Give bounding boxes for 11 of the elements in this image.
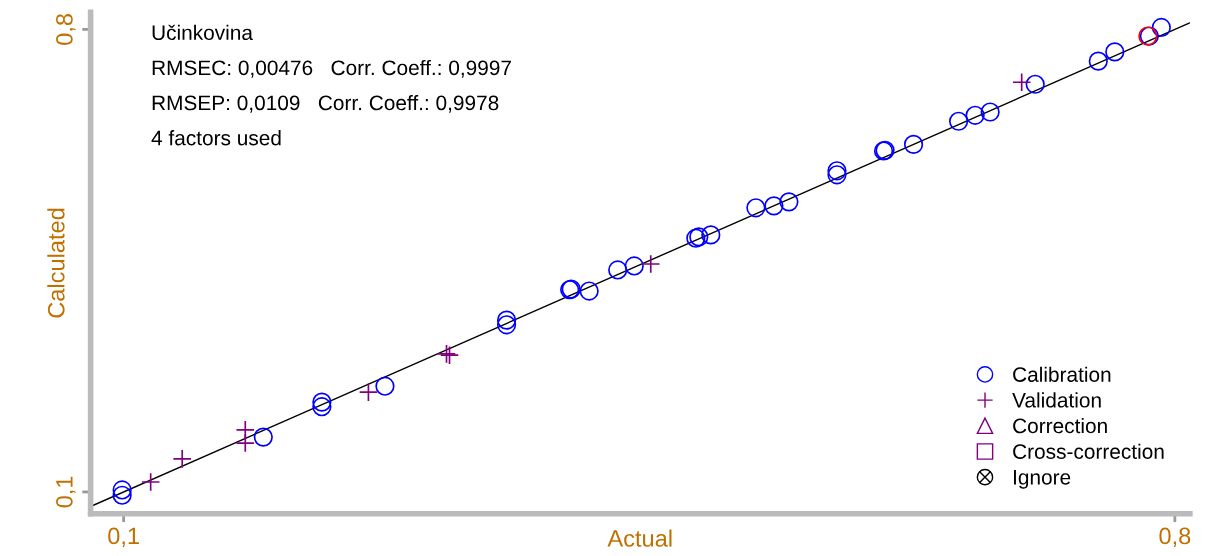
x-axis-title: Actual <box>607 529 672 547</box>
y-axis-title: Calculated <box>47 208 65 318</box>
annotation: Učinkovina <box>152 24 253 41</box>
annotation: RMSEP: 0,0109 Corr. Coeff.: 0,9978 <box>152 95 499 113</box>
legend-label: Calibration <box>1013 366 1111 382</box>
legend-label: Correction <box>1013 417 1107 434</box>
annotation: 4 factors used <box>151 130 281 146</box>
legend-label: Cross-correction <box>1013 443 1164 459</box>
annotation: RMSEC: 0,00476 Corr. Coeff.: 0,9997 <box>152 59 511 78</box>
legend-label: Ignore <box>1014 470 1071 489</box>
legend-label: Validation <box>1012 392 1101 408</box>
